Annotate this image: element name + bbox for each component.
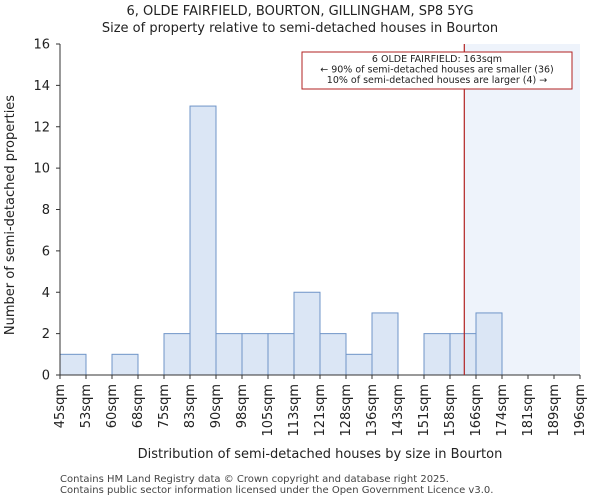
bar-75sqm xyxy=(163,333,191,376)
chart-title-line-2: Size of property relative to semi-detach… xyxy=(102,21,498,36)
x-tick-label-53sqm: 53sqm xyxy=(79,384,94,428)
bar-136sqm xyxy=(371,312,399,376)
x-tick-label-143sqm: 143sqm xyxy=(391,384,406,437)
x-tick-label-105sqm: 105sqm xyxy=(261,384,276,437)
annotation-line-1: 6 OLDE FAIRFIELD: 163sqm xyxy=(372,54,502,65)
bar-105sqm xyxy=(267,333,295,376)
x-tick-label-166sqm: 166sqm xyxy=(469,384,484,437)
y-tick-label-0: 0 xyxy=(42,369,50,384)
bar-113sqm xyxy=(293,291,321,376)
y-tick-label-16: 16 xyxy=(33,38,50,53)
bar-151sqm xyxy=(423,333,451,376)
footer-line-1: Contains HM Land Registry data © Crown c… xyxy=(60,474,449,485)
footer-line-2: Contains public sector information licen… xyxy=(60,485,494,496)
bar-45sqm xyxy=(59,353,87,376)
annotation-line-3: 10% of semi-detached houses are larger (… xyxy=(327,75,547,86)
x-tick-label-75sqm: 75sqm xyxy=(157,384,172,428)
bar-166sqm xyxy=(475,312,503,376)
x-tick-label-98sqm: 98sqm xyxy=(235,384,250,428)
annotation-line-2: ← 90% of semi-detached houses are smalle… xyxy=(320,65,554,76)
x-tick-label-158sqm: 158sqm xyxy=(443,384,458,437)
x-axis-label: Distribution of semi-detached houses by … xyxy=(138,447,503,462)
x-tick-label-60sqm: 60sqm xyxy=(105,384,120,428)
x-tick-label-189sqm: 189sqm xyxy=(547,384,562,437)
x-tick-label-121sqm: 121sqm xyxy=(313,384,328,437)
y-tick-label-8: 8 xyxy=(42,203,50,218)
y-tick-label-4: 4 xyxy=(42,286,50,301)
bar-83sqm xyxy=(189,105,217,376)
x-tick-label-174sqm: 174sqm xyxy=(495,384,510,437)
x-tick-label-113sqm: 113sqm xyxy=(287,384,302,437)
x-tick-label-83sqm: 83sqm xyxy=(183,384,198,428)
annotation-box xyxy=(301,51,573,90)
x-tick-label-151sqm: 151sqm xyxy=(417,384,432,437)
y-tick-label-2: 2 xyxy=(42,327,50,342)
x-tick-label-68sqm: 68sqm xyxy=(131,384,146,428)
bar-98sqm xyxy=(241,333,269,376)
bar-121sqm xyxy=(319,333,347,376)
x-tick-label-196sqm: 196sqm xyxy=(573,384,588,437)
x-tick-label-90sqm: 90sqm xyxy=(209,384,224,428)
bar-128sqm xyxy=(345,353,373,376)
y-tick-label-6: 6 xyxy=(42,244,50,259)
y-tick-label-10: 10 xyxy=(33,162,50,177)
bar-60sqm xyxy=(111,353,139,376)
bar-90sqm xyxy=(215,333,243,376)
x-tick-label-128sqm: 128sqm xyxy=(339,384,354,437)
bar-158sqm xyxy=(449,333,477,376)
x-tick-label-181sqm: 181sqm xyxy=(521,384,536,437)
x-tick-label-136sqm: 136sqm xyxy=(365,384,380,437)
chart-title-line-1: 6, OLDE FAIRFIELD, BOURTON, GILLINGHAM, … xyxy=(126,4,473,19)
y-axis-label: Number of semi-detached properties xyxy=(3,95,18,335)
x-tick-label-45sqm: 45sqm xyxy=(53,384,68,428)
y-tick-label-14: 14 xyxy=(33,79,50,94)
y-tick-label-12: 12 xyxy=(33,120,50,135)
